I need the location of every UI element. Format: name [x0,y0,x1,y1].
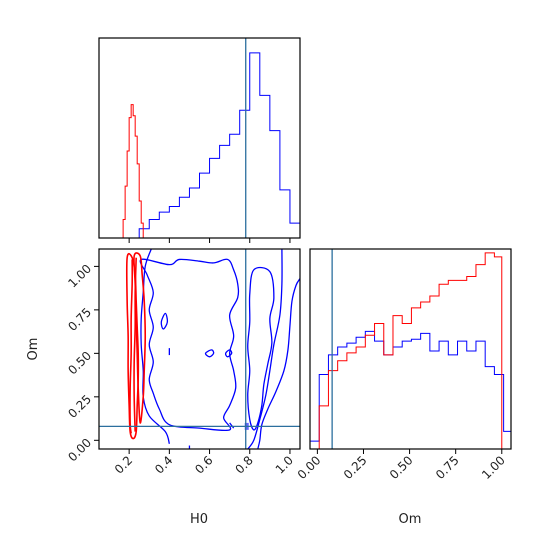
contour-ytick-label: 0.00 [65,436,94,465]
hist-H0-frame [98,37,301,239]
contour-xtick-label: 0.2 [112,453,135,476]
contour-ytick-label: 0.50 [65,349,94,378]
hist-Om-xtick-label: 0.75 [433,453,462,482]
contour-line-9 [229,422,235,429]
contour-line-4 [140,249,170,444]
contour-xtick-label: 0.6 [192,453,215,476]
x-axis-label-H0: H0 [190,512,208,527]
hist-Om-series-0 [310,330,511,449]
contour-ytick-label: 0.75 [65,305,94,334]
hist-Om-xtick-label: 0.25 [341,453,370,482]
hist-Om-xtick-label: 0.50 [387,453,416,482]
contour-line-13 [129,259,134,434]
hist-H0-series-0 [99,52,300,238]
contour-line-1 [247,266,275,431]
hist-Om-frame [309,248,512,450]
hist-Om-panel: 0.00 0.25 0.50 0.75 1.00 [295,248,512,482]
hist-H0-panel [98,37,301,243]
contour-xtick-label: 0.8 [232,453,255,476]
contour-ytick-label: 1.00 [65,262,94,291]
contour-line-7 [204,349,215,358]
x-axis-label-Om: Om [399,512,422,527]
contour-line-14 [133,257,137,432]
contour-line-0 [139,258,240,432]
contour-line-5 [160,312,169,330]
contour-line-2 [247,249,283,449]
contour-line-3 [257,278,300,449]
contour-frame [98,248,301,450]
hist-H0-series-1 [121,104,144,238]
contour-ytick-label: 0.25 [65,392,94,421]
hist-Om-xtick-label: 1.00 [479,453,508,482]
contour-xtick-label: 0.4 [152,453,175,476]
contour-line-8 [224,349,233,358]
contour-line-12 [133,252,147,424]
hist-Om-series-1 [318,252,503,449]
contour-xtick-label: 1.0 [273,453,296,476]
contour-H0-Om-panel: 0.2 0.4 0.6 0.8 1.0 0.00 0.25 0.50 0.75 1.00 [65,248,301,477]
hist-Om-xtick-label: 0.00 [295,453,324,482]
y-axis-label-Om: Om [26,338,41,361]
